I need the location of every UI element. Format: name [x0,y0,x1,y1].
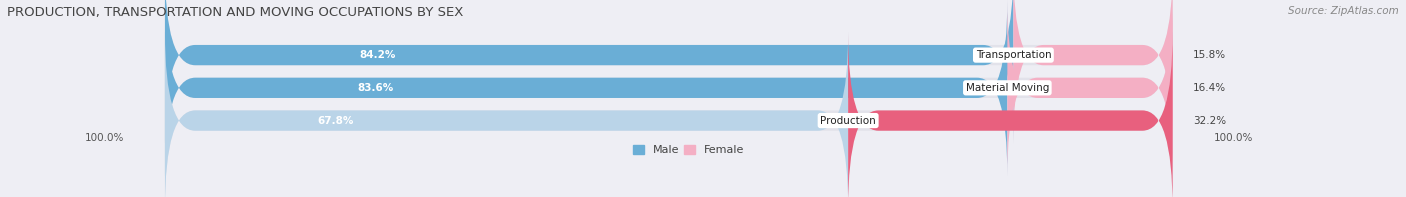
Text: 32.2%: 32.2% [1192,116,1226,125]
FancyBboxPatch shape [165,0,1173,176]
FancyBboxPatch shape [165,33,1173,197]
Text: 16.4%: 16.4% [1192,83,1226,93]
Legend: Male, Female: Male, Female [633,145,745,155]
Text: Source: ZipAtlas.com: Source: ZipAtlas.com [1288,6,1399,16]
Text: 84.2%: 84.2% [359,50,395,60]
Text: 67.8%: 67.8% [318,116,354,125]
Text: Material Moving: Material Moving [966,83,1049,93]
Text: 100.0%: 100.0% [1213,133,1253,143]
Text: 15.8%: 15.8% [1192,50,1226,60]
Text: PRODUCTION, TRANSPORTATION AND MOVING OCCUPATIONS BY SEX: PRODUCTION, TRANSPORTATION AND MOVING OC… [7,6,464,19]
FancyBboxPatch shape [1007,0,1173,176]
Text: Production: Production [820,116,876,125]
Text: 100.0%: 100.0% [84,133,124,143]
FancyBboxPatch shape [165,0,1007,176]
FancyBboxPatch shape [848,33,1173,197]
Text: Transportation: Transportation [976,50,1052,60]
FancyBboxPatch shape [165,33,848,197]
FancyBboxPatch shape [165,0,1014,143]
FancyBboxPatch shape [1014,0,1173,143]
Text: 83.6%: 83.6% [357,83,394,93]
FancyBboxPatch shape [165,0,1173,143]
